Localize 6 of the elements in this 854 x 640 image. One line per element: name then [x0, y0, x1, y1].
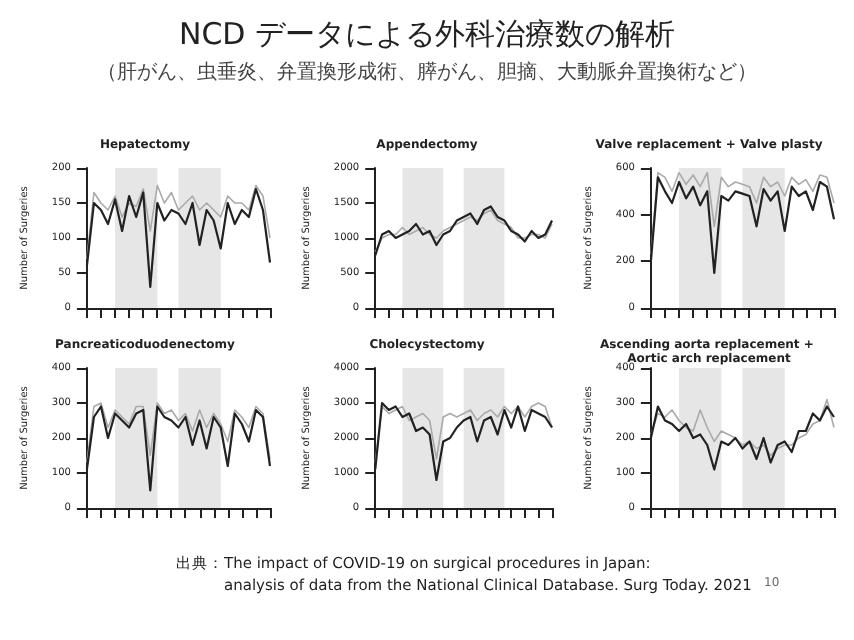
- line-series: [650, 171, 835, 256]
- text: NCD データによる外科治療数の解析: [176, 16, 677, 54]
- line-series: [650, 398, 835, 457]
- line-series: [86, 184, 271, 260]
- text: （肝がん、虫垂炎、弁置換形成術、膵がん、胆摘、大動脈弁置換術など）: [95, 59, 759, 86]
- line-series: [86, 402, 271, 464]
